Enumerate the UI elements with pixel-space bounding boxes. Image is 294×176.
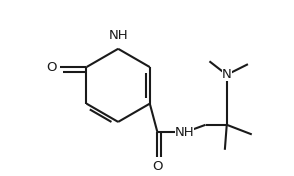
- Text: O: O: [46, 61, 57, 74]
- Text: O: O: [152, 160, 163, 173]
- Text: N: N: [222, 68, 232, 81]
- Text: NH: NH: [108, 29, 128, 42]
- Text: NH: NH: [175, 126, 194, 139]
